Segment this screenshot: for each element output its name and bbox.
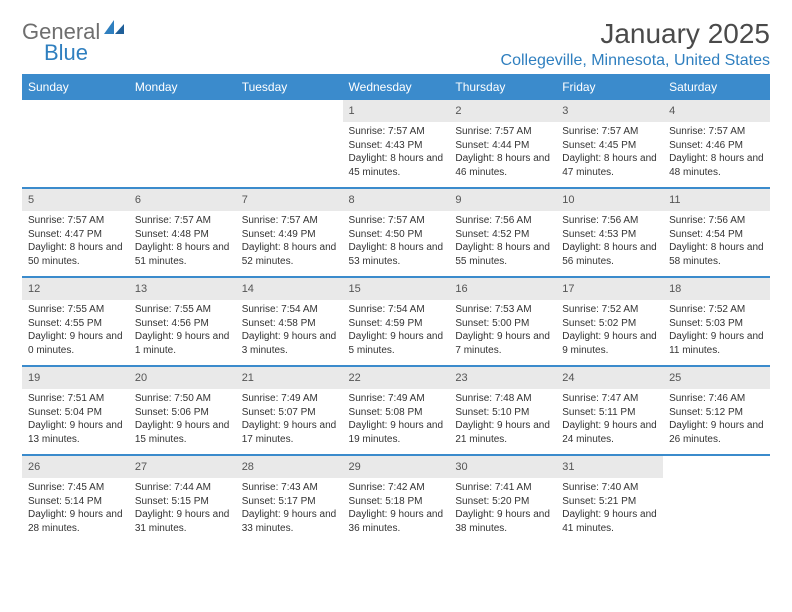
- day-detail-row: Sunrise: 7:51 AMSunset: 5:04 PMDaylight:…: [22, 389, 770, 455]
- day-number-cell: [236, 100, 343, 122]
- day-header-thu: Thursday: [449, 74, 556, 100]
- day-number-cell: 16: [449, 278, 556, 300]
- day-number-cell: 6: [129, 189, 236, 211]
- day-detail-cell: Sunrise: 7:51 AMSunset: 5:04 PMDaylight:…: [22, 389, 129, 455]
- brand-sail-icon: [104, 18, 126, 39]
- day-number-cell: 25: [663, 367, 770, 389]
- brand-part2: Blue: [44, 40, 88, 65]
- day-number-row: 1234: [22, 100, 770, 122]
- day-detail-cell: Sunrise: 7:47 AMSunset: 5:11 PMDaylight:…: [556, 389, 663, 455]
- day-header-sun: Sunday: [22, 74, 129, 100]
- day-number-cell: [129, 100, 236, 122]
- day-number-cell: 8: [343, 189, 450, 211]
- day-detail-cell: Sunrise: 7:48 AMSunset: 5:10 PMDaylight:…: [449, 389, 556, 455]
- day-detail-cell: Sunrise: 7:52 AMSunset: 5:02 PMDaylight:…: [556, 300, 663, 366]
- location-subtitle: Collegeville, Minnesota, United States: [501, 52, 770, 70]
- day-number-cell: 1: [343, 100, 450, 122]
- day-detail-cell: Sunrise: 7:57 AMSunset: 4:47 PMDaylight:…: [22, 211, 129, 277]
- day-number-cell: 9: [449, 189, 556, 211]
- day-number-row: 19202122232425: [22, 367, 770, 389]
- day-header-mon: Monday: [129, 74, 236, 100]
- day-header-fri: Friday: [556, 74, 663, 100]
- day-detail-row: Sunrise: 7:57 AMSunset: 4:43 PMDaylight:…: [22, 122, 770, 188]
- day-detail-row: Sunrise: 7:55 AMSunset: 4:55 PMDaylight:…: [22, 300, 770, 366]
- day-number-cell: 4: [663, 100, 770, 122]
- day-detail-cell: Sunrise: 7:57 AMSunset: 4:48 PMDaylight:…: [129, 211, 236, 277]
- day-number-cell: 28: [236, 456, 343, 478]
- day-number-cell: 12: [22, 278, 129, 300]
- day-number-cell: 7: [236, 189, 343, 211]
- day-detail-cell: Sunrise: 7:49 AMSunset: 5:07 PMDaylight:…: [236, 389, 343, 455]
- day-detail-cell: Sunrise: 7:41 AMSunset: 5:20 PMDaylight:…: [449, 478, 556, 543]
- day-number-row: 567891011: [22, 189, 770, 211]
- day-detail-cell: Sunrise: 7:54 AMSunset: 4:58 PMDaylight:…: [236, 300, 343, 366]
- day-detail-cell: Sunrise: 7:42 AMSunset: 5:18 PMDaylight:…: [343, 478, 450, 543]
- day-detail-row: Sunrise: 7:57 AMSunset: 4:47 PMDaylight:…: [22, 211, 770, 277]
- day-detail-cell: Sunrise: 7:57 AMSunset: 4:43 PMDaylight:…: [343, 122, 450, 188]
- month-title: January 2025: [501, 18, 770, 50]
- day-detail-cell: Sunrise: 7:57 AMSunset: 4:50 PMDaylight:…: [343, 211, 450, 277]
- day-detail-cell: [129, 122, 236, 188]
- day-header-tue: Tuesday: [236, 74, 343, 100]
- day-detail-cell: Sunrise: 7:57 AMSunset: 4:44 PMDaylight:…: [449, 122, 556, 188]
- day-detail-row: Sunrise: 7:45 AMSunset: 5:14 PMDaylight:…: [22, 478, 770, 543]
- calendar-header-row: Sunday Monday Tuesday Wednesday Thursday…: [22, 74, 770, 100]
- day-number-cell: 5: [22, 189, 129, 211]
- day-detail-cell: Sunrise: 7:46 AMSunset: 5:12 PMDaylight:…: [663, 389, 770, 455]
- day-number-cell: 3: [556, 100, 663, 122]
- day-number-cell: 13: [129, 278, 236, 300]
- day-detail-cell: Sunrise: 7:43 AMSunset: 5:17 PMDaylight:…: [236, 478, 343, 543]
- day-detail-cell: Sunrise: 7:53 AMSunset: 5:00 PMDaylight:…: [449, 300, 556, 366]
- day-detail-cell: Sunrise: 7:56 AMSunset: 4:53 PMDaylight:…: [556, 211, 663, 277]
- day-detail-cell: Sunrise: 7:56 AMSunset: 4:52 PMDaylight:…: [449, 211, 556, 277]
- day-detail-cell: Sunrise: 7:52 AMSunset: 5:03 PMDaylight:…: [663, 300, 770, 366]
- day-number-cell: 20: [129, 367, 236, 389]
- title-block: January 2025 Collegeville, Minnesota, Un…: [501, 18, 770, 70]
- day-detail-cell: Sunrise: 7:56 AMSunset: 4:54 PMDaylight:…: [663, 211, 770, 277]
- day-detail-cell: Sunrise: 7:54 AMSunset: 4:59 PMDaylight:…: [343, 300, 450, 366]
- day-number-cell: [22, 100, 129, 122]
- day-number-cell: 2: [449, 100, 556, 122]
- day-detail-cell: Sunrise: 7:55 AMSunset: 4:55 PMDaylight:…: [22, 300, 129, 366]
- day-detail-cell: Sunrise: 7:57 AMSunset: 4:46 PMDaylight:…: [663, 122, 770, 188]
- day-number-cell: 17: [556, 278, 663, 300]
- day-number-row: 262728293031: [22, 456, 770, 478]
- day-number-cell: 18: [663, 278, 770, 300]
- day-detail-cell: [236, 122, 343, 188]
- calendar-body: 1234Sunrise: 7:57 AMSunset: 4:43 PMDayli…: [22, 100, 770, 543]
- day-number-cell: 31: [556, 456, 663, 478]
- day-number-cell: 22: [343, 367, 450, 389]
- day-number-cell: 30: [449, 456, 556, 478]
- day-number-cell: 29: [343, 456, 450, 478]
- day-number-cell: 26: [22, 456, 129, 478]
- day-detail-cell: Sunrise: 7:40 AMSunset: 5:21 PMDaylight:…: [556, 478, 663, 543]
- day-detail-cell: Sunrise: 7:50 AMSunset: 5:06 PMDaylight:…: [129, 389, 236, 455]
- day-detail-cell: [663, 478, 770, 543]
- day-number-cell: 24: [556, 367, 663, 389]
- day-number-cell: 15: [343, 278, 450, 300]
- day-number-cell: 23: [449, 367, 556, 389]
- day-number-cell: 14: [236, 278, 343, 300]
- day-number-cell: 27: [129, 456, 236, 478]
- day-detail-cell: Sunrise: 7:45 AMSunset: 5:14 PMDaylight:…: [22, 478, 129, 543]
- day-detail-cell: Sunrise: 7:49 AMSunset: 5:08 PMDaylight:…: [343, 389, 450, 455]
- day-detail-cell: Sunrise: 7:44 AMSunset: 5:15 PMDaylight:…: [129, 478, 236, 543]
- day-header-sat: Saturday: [663, 74, 770, 100]
- day-detail-cell: Sunrise: 7:57 AMSunset: 4:49 PMDaylight:…: [236, 211, 343, 277]
- day-number-cell: 11: [663, 189, 770, 211]
- day-number-cell: 10: [556, 189, 663, 211]
- calendar-table: Sunday Monday Tuesday Wednesday Thursday…: [22, 74, 770, 543]
- day-detail-cell: Sunrise: 7:55 AMSunset: 4:56 PMDaylight:…: [129, 300, 236, 366]
- day-number-cell: [663, 456, 770, 478]
- day-number-row: 12131415161718: [22, 278, 770, 300]
- day-detail-cell: [22, 122, 129, 188]
- day-detail-cell: Sunrise: 7:57 AMSunset: 4:45 PMDaylight:…: [556, 122, 663, 188]
- day-number-cell: 21: [236, 367, 343, 389]
- day-number-cell: 19: [22, 367, 129, 389]
- calendar-page: General January 2025 Collegeville, Minne…: [0, 0, 792, 612]
- day-header-wed: Wednesday: [343, 74, 450, 100]
